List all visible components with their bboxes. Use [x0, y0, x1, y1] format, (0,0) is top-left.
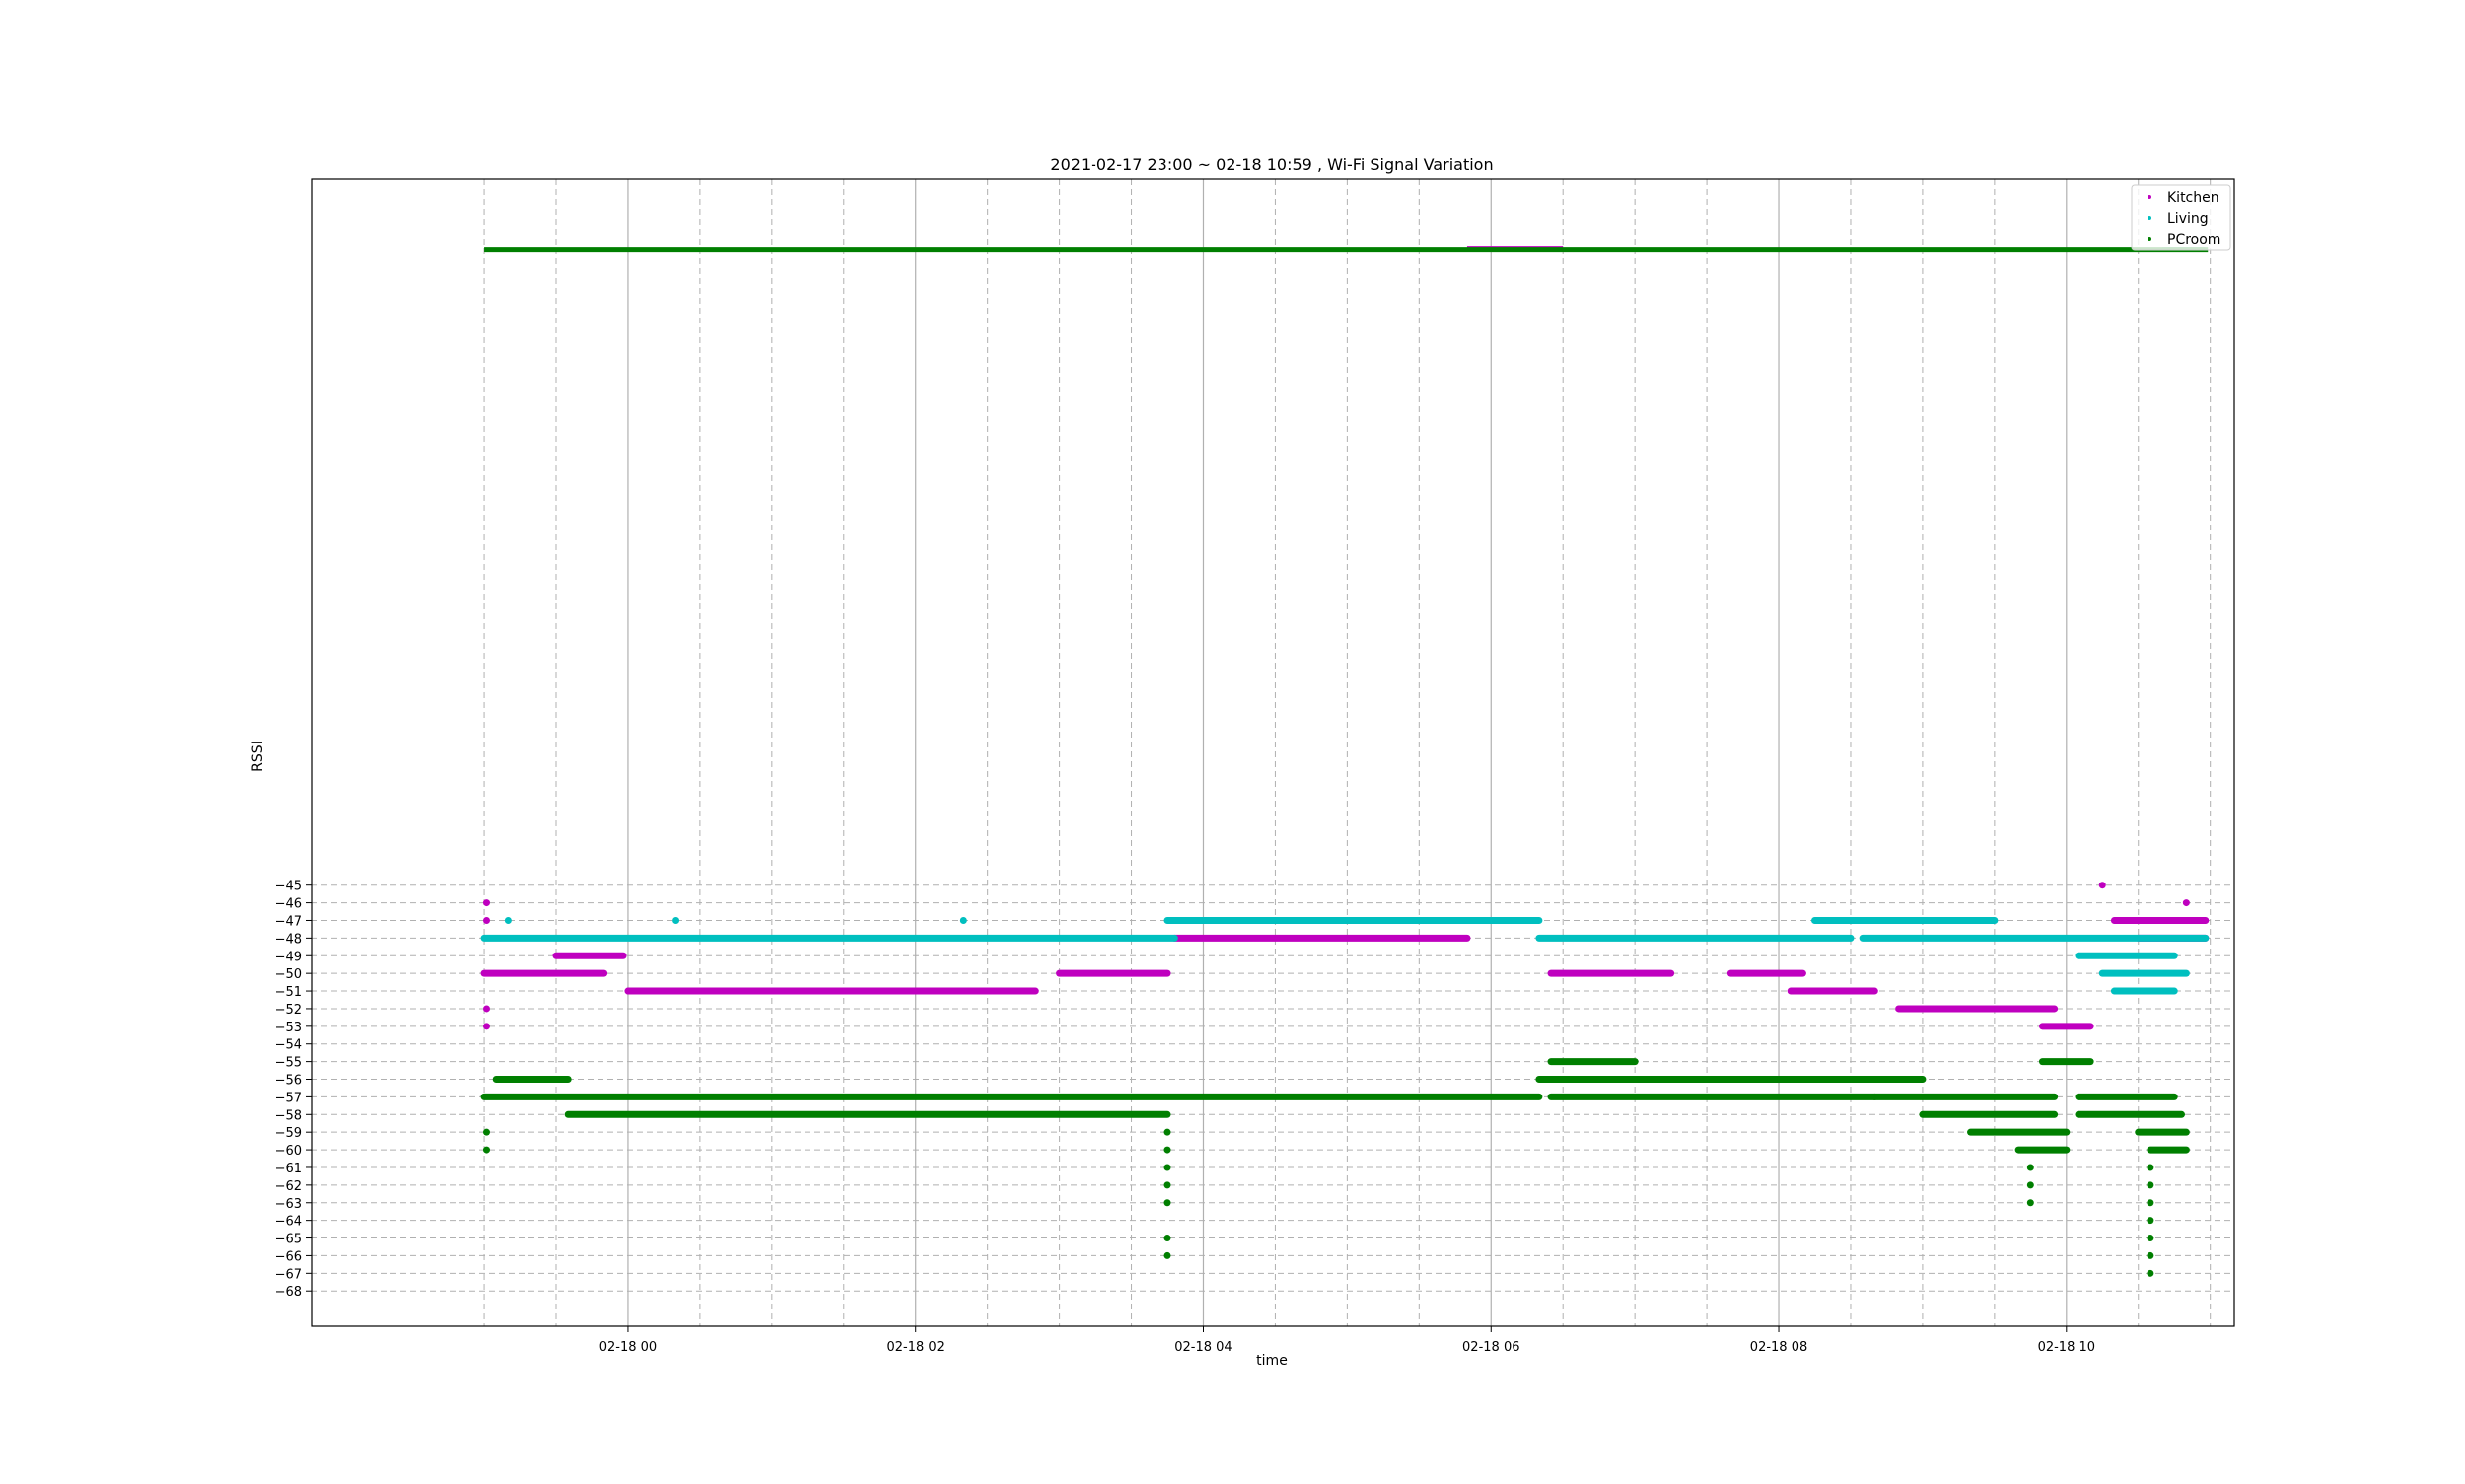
- data-point-pcroom: [2026, 1199, 2034, 1207]
- y-tick-label: −54: [275, 1038, 302, 1053]
- x-tick-label: 02-18 08: [1750, 1340, 1807, 1355]
- data-point-pcroom: [1163, 1181, 1171, 1189]
- data-point-pcroom: [1163, 1164, 1171, 1171]
- y-axis-label: RSSI: [250, 741, 266, 772]
- data-point-kitchen: [2098, 882, 2106, 889]
- legend-box: [2131, 184, 2231, 251]
- data-point-pcroom: [482, 1146, 490, 1154]
- legend-marker-pcroom: [2148, 237, 2151, 241]
- y-tick-label: −61: [275, 1162, 302, 1176]
- x-tick-label: 02-18 04: [1174, 1340, 1232, 1355]
- data-point-pcroom: [1163, 1128, 1171, 1136]
- data-point-pcroom: [1163, 1146, 1171, 1154]
- y-tick-label: −47: [275, 914, 302, 929]
- y-tick-label: −50: [275, 967, 302, 982]
- data-point-living: [959, 916, 967, 924]
- x-tick-label: 02-18 10: [2038, 1340, 2095, 1355]
- chart-title: 2021-02-17 23:00 ~ 02-18 10:59 , Wi-Fi S…: [1050, 155, 1493, 174]
- y-tick-label: −67: [275, 1267, 302, 1282]
- y-tick-label: −68: [275, 1285, 302, 1300]
- y-tick-label: −58: [275, 1108, 302, 1123]
- plot-area: −45 −46 −47 −48 −49 −50 −51 −52 −53 −54 −55 −56 −57 −…: [275, 178, 2235, 1355]
- legend-marker-living: [2148, 216, 2151, 220]
- data-point-kitchen: [482, 899, 490, 907]
- data-point-kitchen: [482, 1023, 490, 1030]
- data-point-pcroom: [2147, 1251, 2154, 1259]
- data-point-kitchen: [2182, 899, 2190, 907]
- data-point-pcroom: [1163, 1251, 1171, 1259]
- y-tick-label: −52: [275, 1003, 302, 1018]
- y-axis-ticks: −45 −46 −47 −48 −49 −50 −51 −52 −53 −54 −55 −56 −57 −…: [275, 880, 312, 1300]
- y-tick-label: −63: [275, 1197, 302, 1212]
- y-tick-label: −56: [275, 1074, 302, 1089]
- data-point-pcroom: [2147, 1164, 2154, 1171]
- y-tick-label: −62: [275, 1179, 302, 1194]
- data-point-kitchen: [482, 916, 490, 924]
- data-point-kitchen: [482, 1005, 490, 1013]
- y-tick-label: −59: [275, 1126, 302, 1141]
- data-point-pcroom: [482, 1128, 490, 1136]
- series-living: [480, 247, 2210, 995]
- x-tick-label: 02-18 02: [886, 1340, 944, 1355]
- data-point-pcroom: [2147, 1269, 2154, 1277]
- data-point-pcroom: [2147, 1181, 2154, 1189]
- y-tick-label: −64: [275, 1215, 302, 1230]
- y-tick-label: −45: [275, 880, 302, 894]
- y-tick-label: −66: [275, 1249, 302, 1264]
- data-point-pcroom: [2147, 1235, 2154, 1242]
- x-axis-label: time: [1256, 1353, 1288, 1369]
- y-tick-label: −60: [275, 1144, 302, 1159]
- y-tick-label: −51: [275, 985, 302, 1000]
- y-tick-label: −48: [275, 932, 302, 947]
- legend-label-kitchen[interactable]: Kitchen: [2167, 190, 2219, 206]
- y-tick-label: −46: [275, 897, 302, 912]
- legend-label-living[interactable]: Living: [2167, 211, 2209, 227]
- y-tick-label: −55: [275, 1056, 302, 1071]
- y-tick-label: −49: [275, 950, 302, 964]
- series-pcroom: [480, 247, 2209, 1277]
- data-point-pcroom: [1163, 1235, 1171, 1242]
- y-tick-label: −53: [275, 1021, 302, 1035]
- data-point-pcroom: [2147, 1199, 2154, 1207]
- legend-marker-kitchen: [2148, 195, 2151, 199]
- plot-frame: [311, 178, 2235, 1327]
- x-tick-label: 02-18 06: [1462, 1340, 1519, 1355]
- data-point-pcroom: [1163, 1199, 1171, 1207]
- data-point-living: [504, 916, 512, 924]
- legend-label-pcroom[interactable]: PCroom: [2167, 232, 2220, 247]
- y-tick-label: −57: [275, 1091, 302, 1105]
- x-tick-label: 02-18 00: [599, 1340, 657, 1355]
- x-axis-ticks: 02-18 00 02-18 02 02-18 04 02-18 06 02-18 08…: [599, 1326, 2095, 1355]
- data-point-pcroom: [2026, 1181, 2034, 1189]
- y-tick-label: −65: [275, 1233, 302, 1247]
- data-point-pcroom: [2147, 1217, 2154, 1225]
- legend: Kitchen Living PCroom: [2131, 184, 2231, 251]
- data-point-pcroom: [2026, 1164, 2034, 1171]
- data-point-living: [672, 916, 680, 924]
- grid-lines: [312, 179, 2234, 1326]
